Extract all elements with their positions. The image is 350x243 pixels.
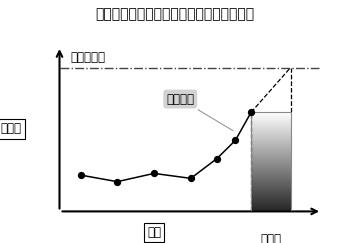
- Point: [188, 176, 194, 180]
- Point: [114, 180, 120, 184]
- Point: [248, 110, 254, 114]
- Text: 上昇傾向: 上昇傾向: [166, 93, 233, 131]
- Point: [232, 139, 238, 142]
- Text: 管理基準値: 管理基準値: [70, 51, 105, 64]
- Text: 分析値: 分析値: [0, 122, 21, 135]
- Point: [214, 156, 220, 160]
- Text: トライボ診断による余寿命予測のイメージ: トライボ診断による余寿命予測のイメージ: [96, 7, 254, 21]
- Bar: [251, 112, 290, 211]
- Text: 時間: 時間: [147, 226, 161, 239]
- Text: 余寿命: 余寿命: [260, 233, 281, 243]
- Point: [151, 172, 157, 175]
- Point: [78, 173, 83, 177]
